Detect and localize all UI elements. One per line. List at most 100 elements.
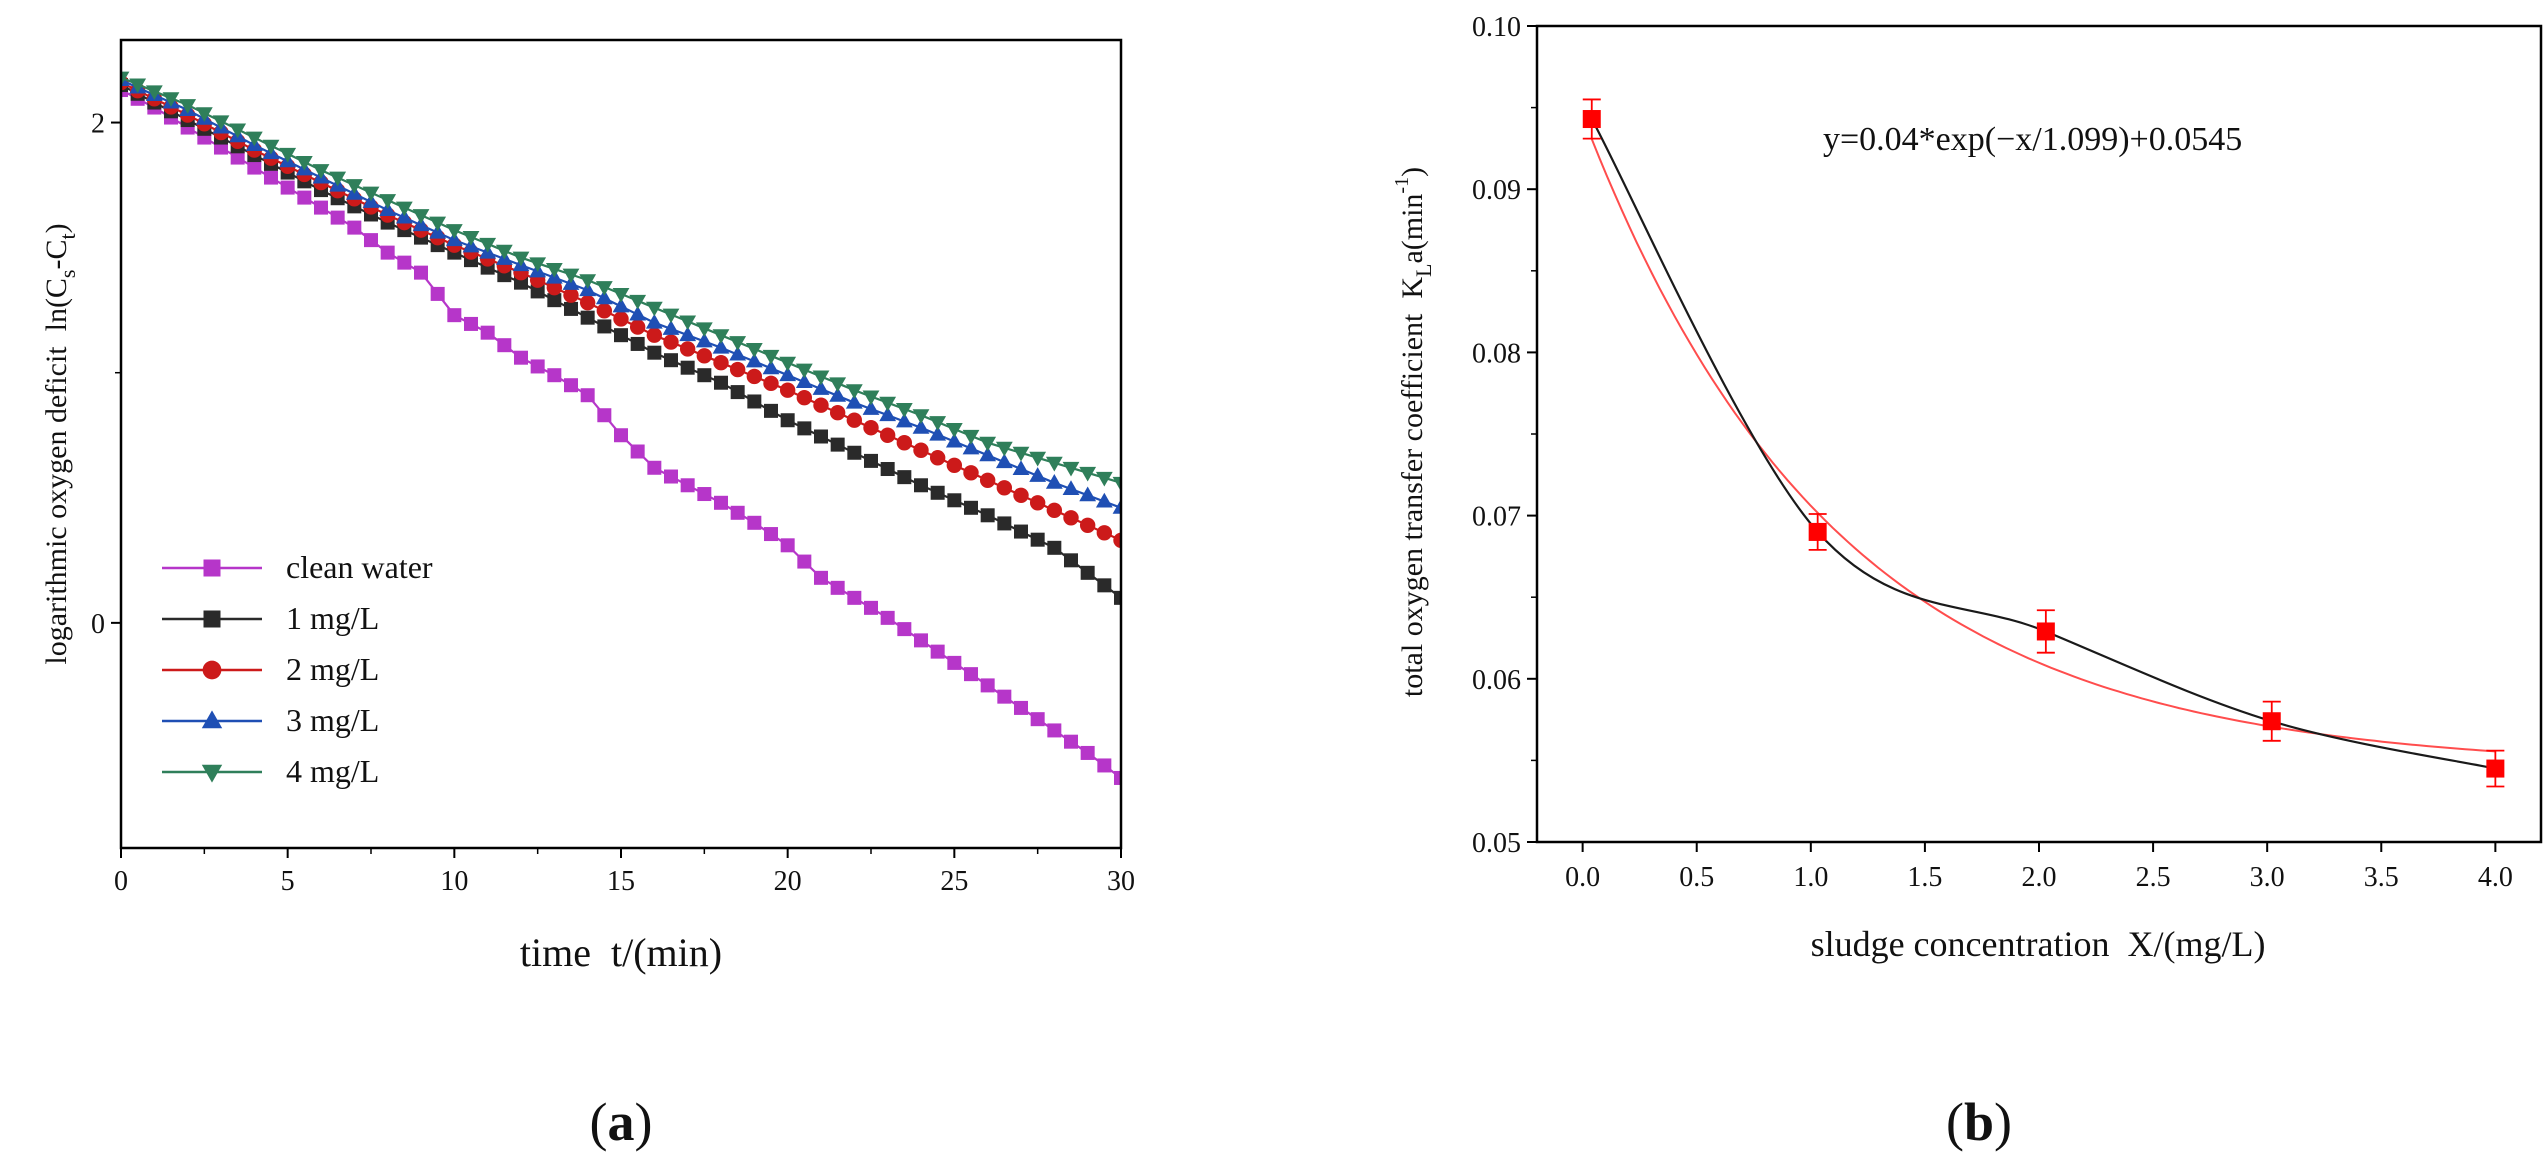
chart-a-data-point — [730, 505, 745, 520]
chart-a-data-point — [121, 71, 130, 87]
chart-a-x-tick-label: 20 — [774, 866, 802, 897]
chart-a-data-point — [1047, 723, 1062, 738]
chart-a-data-point — [896, 435, 913, 451]
chart-a-data-point — [514, 350, 528, 365]
chart-a-data-point — [312, 164, 330, 179]
chart-a-data-point — [897, 470, 912, 485]
chart-a-data-point — [596, 303, 613, 319]
chart-a-legend-entry: 4 mg/L — [162, 753, 379, 789]
chart-a-data-point — [795, 373, 813, 389]
chart-a-series-line — [121, 76, 1121, 484]
chart-a-data-point — [1112, 476, 1121, 492]
chart-a-data-point — [1014, 524, 1028, 539]
chart-a-data-point — [695, 332, 713, 348]
chart-a-data-point — [1079, 517, 1096, 534]
chart-a-data-point — [880, 610, 895, 625]
chart-a-data-point — [695, 322, 713, 338]
chart-b-x-tick-label: 1.5 — [1907, 862, 1942, 893]
chart-a-data-point — [964, 667, 978, 682]
chart-a-data-point — [1013, 487, 1029, 503]
chart-a-legend-label: 4 mg/L — [286, 753, 379, 789]
chart-a-data-point — [447, 308, 462, 323]
chart-a-data-point — [1012, 460, 1030, 475]
chart-a-data-point — [730, 385, 745, 400]
chart-a-data-point — [580, 388, 595, 403]
chart-a-data-point — [847, 445, 862, 460]
chart-a-data-point — [846, 412, 863, 428]
chart-a-data-point — [929, 416, 947, 431]
chart-b-y-tick-label: 0.09 — [1472, 175, 1521, 206]
chart-a-data-point — [947, 493, 962, 508]
chart-a-data-point — [863, 420, 879, 436]
chart-a-data-point — [930, 485, 945, 500]
chart-a-data-point — [945, 432, 963, 448]
chart-a-data-point — [614, 328, 628, 343]
chart-b-x-tick-label: 1.0 — [1793, 862, 1828, 893]
chart-a-data-point — [1045, 474, 1063, 489]
chart-a-data-point — [247, 160, 262, 175]
chart-a-data-point — [597, 319, 612, 334]
chart-a-x-tick-label: 15 — [607, 866, 635, 897]
chart-a-data-point — [279, 147, 297, 163]
chart-a-legend-label: 3 mg/L — [286, 702, 379, 738]
chart-a-series-5 — [121, 71, 1121, 492]
chart-a-data-point — [747, 515, 762, 530]
chart-a-data-point — [697, 487, 712, 502]
chart-a-data-point — [345, 179, 363, 194]
chart-a-data-point — [664, 469, 678, 484]
chart-a-data-point — [829, 377, 847, 393]
chart-a-data-point — [1114, 590, 1121, 605]
chart-a-data-point — [597, 408, 612, 423]
chart-a-data-point — [795, 363, 813, 379]
chart-a-data-point — [264, 170, 278, 185]
chart-a-data-point — [979, 446, 997, 462]
chart-a-data-point — [295, 156, 313, 171]
chart-a-data-point — [714, 495, 728, 510]
chart-a-data-point — [547, 368, 562, 383]
chart-a-data-point — [729, 336, 747, 351]
chart-a-legend-label: 2 mg/L — [286, 651, 379, 687]
chart-a-data-point — [380, 245, 395, 260]
chart-a-data-point — [829, 387, 847, 402]
chart-a-data-point — [564, 378, 578, 393]
chart-a-data-point — [195, 107, 213, 122]
chart-a-data-point — [512, 251, 530, 267]
chart-a-data-point — [945, 423, 963, 438]
chart-a-data-point — [745, 342, 763, 358]
chart-b-x-axis-label: sludge concentration X/(mg/L) — [1811, 924, 2266, 964]
chart-a-data-point — [145, 85, 163, 101]
chart-a-data-point — [1096, 525, 1113, 541]
chart-a-data-point — [1097, 578, 1112, 593]
chart-a-data-point — [379, 194, 397, 209]
chart-a-data-point — [162, 92, 180, 107]
chart-a-data-point — [814, 570, 828, 585]
chart-a-data-point — [629, 305, 647, 321]
chart-a-data-point — [679, 326, 697, 342]
chart-a-data-point — [364, 233, 378, 248]
chart-a-data-point — [545, 262, 563, 278]
chart-a-data-point — [663, 334, 679, 350]
chart-a-data-point — [1064, 553, 1078, 568]
chart-b-data-point — [2036, 622, 2055, 641]
chart-a-legend-marker — [201, 764, 223, 783]
chart-a-data-point — [445, 224, 463, 239]
chart-a-data-point — [796, 390, 813, 406]
chart-a-data-point — [680, 478, 695, 493]
chart-a-data-point — [697, 368, 712, 383]
chart-a-legend-entry: 2 mg/L — [162, 651, 379, 687]
chart-b-point-group — [1582, 98, 1601, 140]
chart-a-data-point — [862, 390, 880, 406]
chart-a-data-point — [897, 622, 912, 637]
chart-a-data-point — [397, 255, 412, 270]
chart-a-data-point — [1113, 532, 1121, 549]
chart-a-data-point — [845, 393, 863, 409]
chart-a-legend-marker — [202, 660, 222, 680]
chart-a-data-point — [1014, 700, 1028, 715]
chart-b-data-point — [1808, 522, 1827, 541]
chart-a-data-point — [529, 257, 547, 273]
chart-a-data-point — [579, 274, 597, 289]
chart-b-y-tick-label: 0.10 — [1472, 12, 1521, 43]
chart-a-data-point — [462, 231, 480, 246]
chart-b-fit-curve — [1590, 138, 2496, 753]
chart-a-data-point — [1062, 461, 1080, 477]
